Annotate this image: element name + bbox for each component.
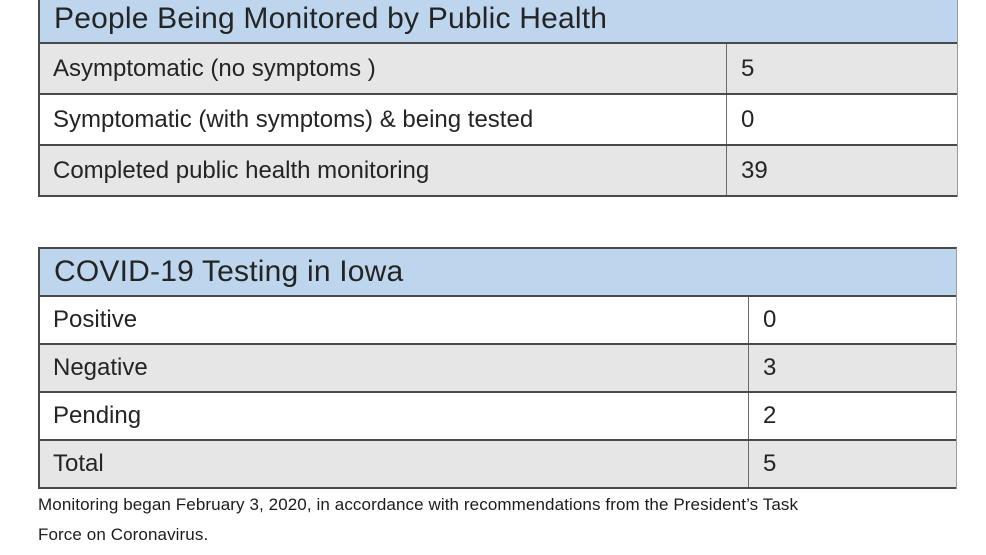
- footnote-line-2: Force on Coronavirus.: [38, 525, 209, 544]
- row-value: 0: [763, 306, 777, 333]
- row-label: Asymptomatic (no symptoms ): [40, 44, 727, 93]
- row-label: Negative: [40, 345, 749, 391]
- monitoring-table-title: People Being Monitored by Public Health: [40, 0, 957, 44]
- row-value: 5: [763, 450, 777, 477]
- row-value: 39: [741, 156, 768, 184]
- table-row-pending: Pending 2: [40, 393, 956, 441]
- row-value: 5: [741, 54, 755, 82]
- row-label: Symptomatic (with symptoms) & being test…: [40, 95, 727, 144]
- monitoring-table: People Being Monitored by Public Health …: [38, 0, 958, 197]
- row-label: Total: [40, 441, 749, 487]
- row-label: Completed public health monitoring: [40, 146, 727, 195]
- table-row-positive: Positive 0: [40, 297, 956, 345]
- table-row-total: Total 5: [40, 441, 956, 489]
- row-label: Pending: [40, 393, 749, 439]
- table-row-completed-monitoring: Completed public health monitoring 39: [40, 146, 957, 197]
- table-row-asymptomatic: Asymptomatic (no symptoms ) 5: [40, 44, 957, 95]
- footnote: Monitoring began February 3, 2020, in ac…: [38, 490, 953, 550]
- table-row-symptomatic: Symptomatic (with symptoms) & being test…: [40, 95, 957, 146]
- row-value: 0: [741, 105, 755, 133]
- table-row-negative: Negative 3: [40, 345, 956, 393]
- row-value: 3: [763, 354, 777, 381]
- testing-table: COVID-19 Testing in Iowa Positive 0 Nega…: [38, 247, 957, 489]
- row-value: 2: [763, 402, 777, 429]
- testing-table-title: COVID-19 Testing in Iowa: [40, 249, 956, 297]
- row-label: Positive: [40, 297, 749, 343]
- footnote-line-1: Monitoring began February 3, 2020, in ac…: [38, 495, 799, 514]
